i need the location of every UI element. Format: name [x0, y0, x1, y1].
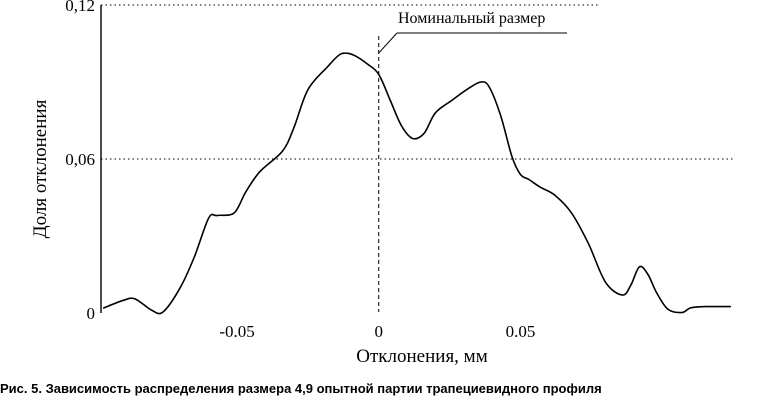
y-tick-label: 0,06 [65, 150, 95, 169]
grid-lines [101, 4, 733, 160]
y-tick-label: 0 [87, 304, 96, 323]
x-tick-label: -0.05 [219, 322, 254, 341]
x-tick-label: 0 [374, 322, 383, 341]
annotation-nominal-size: Номинальный размер [398, 10, 545, 27]
figure-caption: Рис. 5. Зависимость распределения размер… [0, 381, 602, 396]
x-tick-label: 0.05 [506, 322, 536, 341]
y-tick-label: 0,12 [65, 0, 95, 15]
annotation-leader-line [378, 32, 398, 54]
y-axis-label: Доля отклонения [30, 99, 51, 238]
y-tick-labels: 0 0,06 0,12 [65, 0, 95, 323]
x-axis-label: Отклонения, мм [356, 346, 487, 367]
x-tick-labels: -0.05 0 0.05 [219, 322, 535, 341]
series-line [103, 52, 731, 315]
